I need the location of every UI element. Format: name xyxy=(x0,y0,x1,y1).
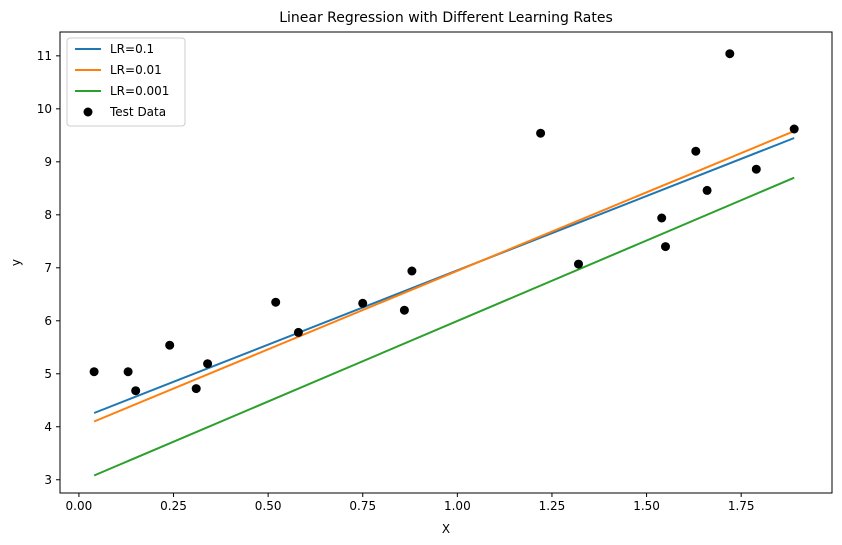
y-tick-label: 11 xyxy=(37,49,52,63)
y-axis: 3 4 5 6 7 8 9 10 11 xyxy=(37,49,60,487)
y-tick-label: 10 xyxy=(37,102,52,116)
plot-frame xyxy=(59,31,833,494)
x-tick-label: 0.25 xyxy=(160,499,187,513)
chart-title: Linear Regression with Different Learnin… xyxy=(279,10,613,26)
x-axis: 0.00 0.25 0.50 0.75 1.00 1.25 1.50 1.75 xyxy=(66,493,755,513)
data-point xyxy=(574,259,583,269)
data-point xyxy=(191,384,201,394)
y-tick-label: 6 xyxy=(44,314,52,328)
legend-label-lr-0-1: LR=0.1 xyxy=(110,42,154,56)
data-point xyxy=(661,242,670,252)
x-tick-label: 1.00 xyxy=(444,499,471,513)
x-axis-title: X xyxy=(442,522,450,536)
legend-label-lr-0-001: LR=0.001 xyxy=(110,84,169,98)
data-point xyxy=(123,367,133,377)
series-line-lr-0-01 xyxy=(93,130,795,423)
x-tick-label: 0.00 xyxy=(66,499,93,513)
data-point xyxy=(751,164,761,174)
x-tick-label: 1.50 xyxy=(633,499,660,513)
x-tick-label: 1.25 xyxy=(539,499,566,513)
data-point xyxy=(407,266,417,276)
data-point xyxy=(165,340,175,350)
legend-label-test-data: Test Data xyxy=(109,105,166,119)
x-tick-label: 0.75 xyxy=(349,499,376,513)
plot-area xyxy=(59,31,833,494)
y-tick-label: 4 xyxy=(44,420,52,434)
data-point xyxy=(691,146,701,156)
data-point xyxy=(203,359,213,369)
x-tick-label: 1.75 xyxy=(728,499,755,513)
y-tick-label: 7 xyxy=(44,261,52,275)
y-tick-label: 3 xyxy=(44,473,52,487)
y-axis-title: y xyxy=(9,259,23,266)
data-point xyxy=(702,185,712,195)
legend: LR=0.1 LR=0.01 LR=0.001 Test Data xyxy=(66,37,186,127)
data-point xyxy=(89,367,99,377)
data-point xyxy=(725,49,735,59)
data-point xyxy=(657,213,667,223)
data-point xyxy=(358,298,368,308)
x-tick-label: 0.50 xyxy=(255,499,282,513)
data-point xyxy=(399,305,409,315)
legend-box xyxy=(66,37,186,127)
y-tick-label: 9 xyxy=(44,155,52,169)
data-point xyxy=(536,128,546,138)
y-tick-label: 8 xyxy=(44,208,52,222)
data-point xyxy=(271,297,281,307)
y-tick-label: 5 xyxy=(44,367,52,381)
data-point xyxy=(131,386,141,396)
data-point xyxy=(789,124,799,134)
data-point xyxy=(293,327,303,337)
series-line-lr-0-001 xyxy=(93,176,795,477)
legend-swatch-test-data xyxy=(83,107,93,117)
legend-label-lr-0-01: LR=0.01 xyxy=(110,63,162,77)
